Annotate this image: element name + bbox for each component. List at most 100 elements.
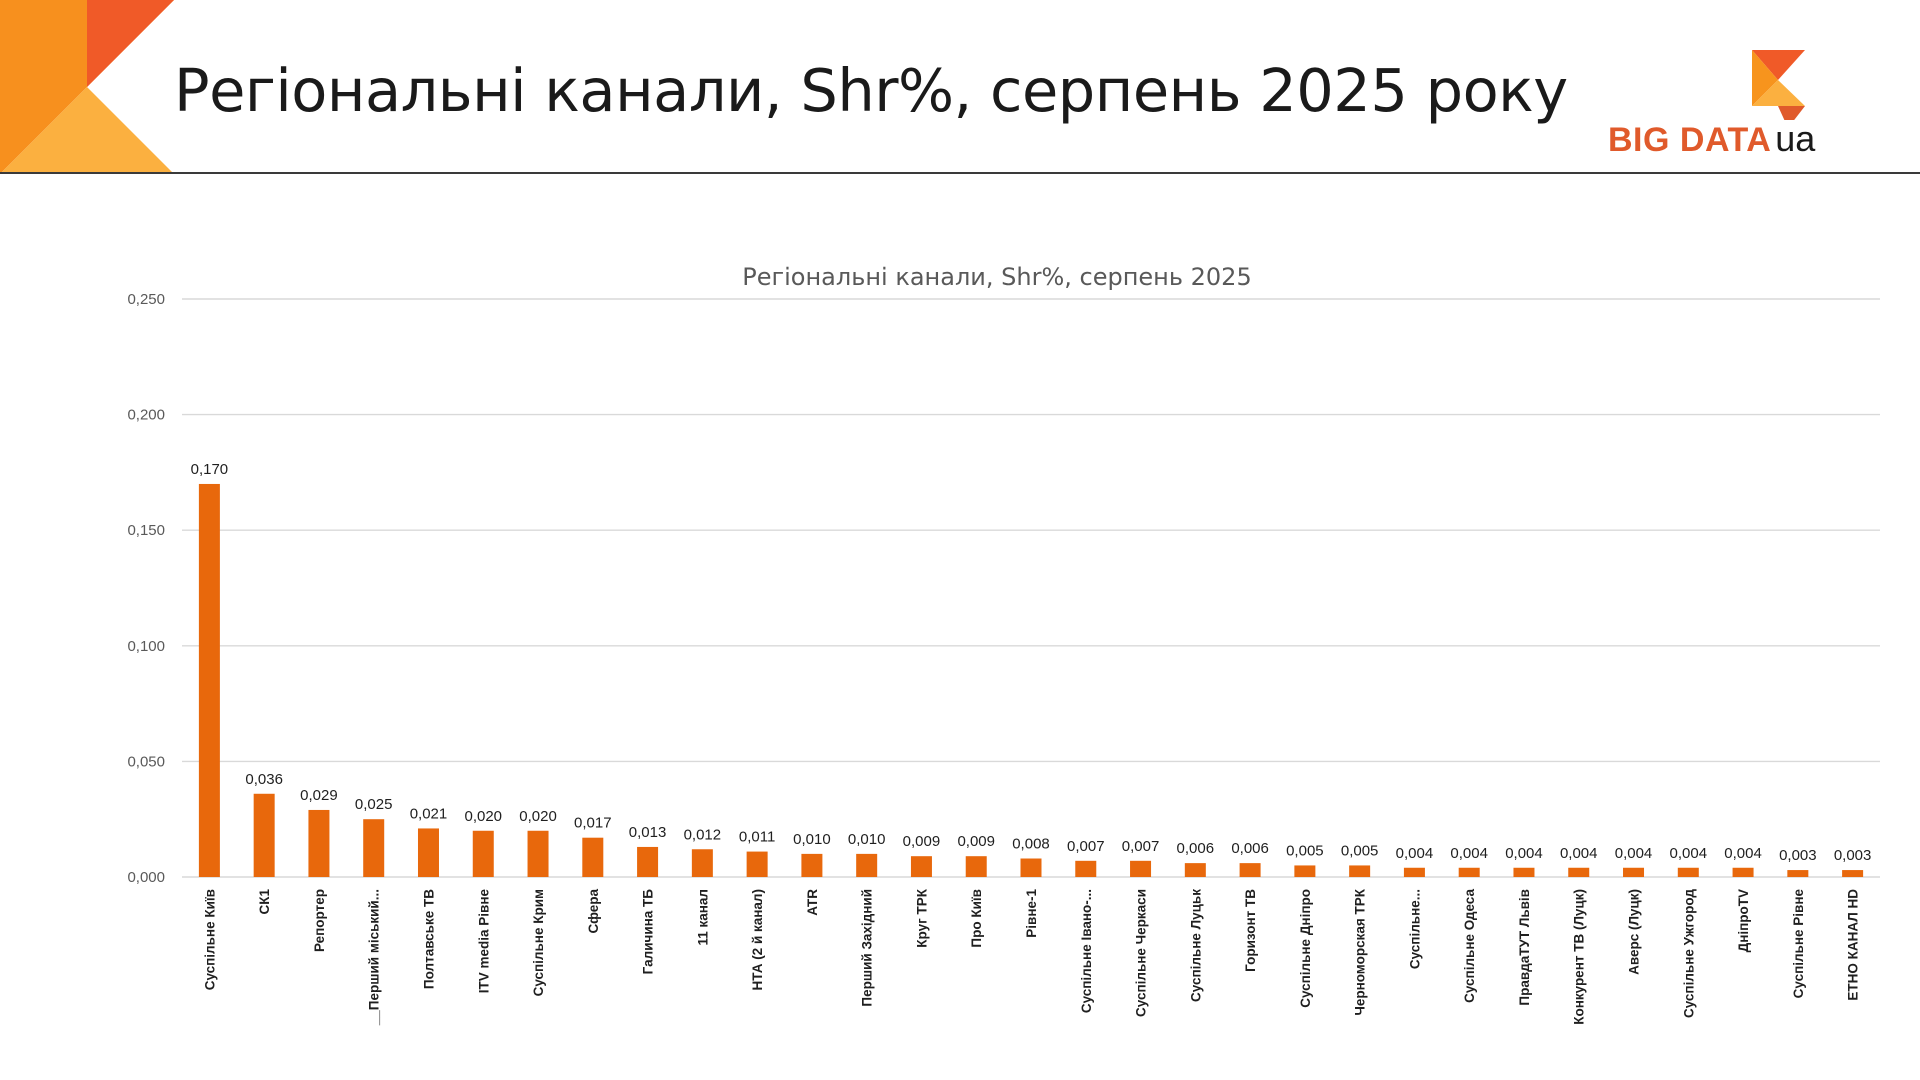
bar xyxy=(1677,867,1699,877)
bar xyxy=(856,853,878,877)
x-tick-label: Суспільне... xyxy=(1407,889,1422,969)
bar xyxy=(637,846,659,877)
bar xyxy=(198,483,220,877)
data-label: 0,004 xyxy=(1724,845,1762,862)
corner-decoration xyxy=(0,0,174,174)
x-tick-label: ПравдаТУТ Львів xyxy=(1517,889,1532,1006)
data-label: 0,021 xyxy=(410,805,448,822)
data-label: 0,005 xyxy=(1286,842,1324,859)
logo-text-suffix: ua xyxy=(1775,118,1816,159)
logo-text-main: BIG DATA xyxy=(1608,121,1772,159)
data-label: 0,009 xyxy=(903,833,941,850)
chart-grid xyxy=(182,298,1880,878)
x-axis-labels: Суспільне Київ СК1 Репортер __Перший міськи… xyxy=(202,888,1860,1026)
x-tick-label: Горизонт ТВ xyxy=(1243,889,1258,972)
data-labels: 0,170 0,036 0,029 0,025 0,021 0,020 0,020 0,017… xyxy=(191,461,1872,864)
data-label: 0,020 xyxy=(464,808,502,825)
x-tick-label: Про Київ xyxy=(969,889,984,948)
x-tick-label: СК1 xyxy=(257,889,272,915)
data-label: 0,004 xyxy=(1396,845,1434,862)
bar xyxy=(1020,858,1042,877)
data-label: 0,025 xyxy=(355,796,393,813)
bar xyxy=(746,851,768,877)
bar xyxy=(910,856,932,877)
bar xyxy=(1623,867,1645,877)
y-tick-label: 0,150 xyxy=(127,522,165,539)
x-tick-label: Аверс (Луцк) xyxy=(1627,889,1642,975)
x-tick-label: НТА (2 й канал) xyxy=(750,889,765,990)
data-label: 0,004 xyxy=(1505,845,1543,862)
y-tick-label: 0,200 xyxy=(127,407,165,424)
bar xyxy=(1184,863,1206,877)
x-tick-label: Галичина ТБ xyxy=(641,889,656,975)
x-tick-label: Конкурент ТВ (Луцк) xyxy=(1572,889,1587,1025)
bar xyxy=(1458,867,1480,877)
x-tick-label: Суспільне Київ xyxy=(202,889,217,990)
data-label: 0,013 xyxy=(629,824,667,841)
bar-series xyxy=(198,483,1864,877)
x-tick-label: Суспільне Дніпро xyxy=(1298,889,1313,1008)
data-label: 0,004 xyxy=(1450,845,1488,862)
x-tick-label: Круг ТРК xyxy=(914,888,929,947)
corner-shape-dark xyxy=(87,0,174,87)
logo-text: BIG DATA ua xyxy=(1608,118,1815,160)
data-label: 0,036 xyxy=(245,771,283,788)
x-tick-label: Репортер xyxy=(312,889,327,952)
bar xyxy=(1403,867,1425,877)
bar xyxy=(1294,865,1316,877)
data-label: 0,029 xyxy=(300,787,338,804)
bar xyxy=(1513,867,1535,877)
data-label: 0,017 xyxy=(574,815,612,832)
data-label: 0,009 xyxy=(957,833,995,850)
bar xyxy=(253,793,275,877)
bar xyxy=(691,849,713,877)
x-tick-label: Суспільне Черкаси xyxy=(1134,889,1149,1017)
x-tick-label: __Перший міський... xyxy=(367,889,382,1026)
data-label: 0,170 xyxy=(191,461,229,478)
x-tick-label: Черноморская ТРК xyxy=(1353,888,1368,1015)
bar xyxy=(472,830,494,877)
bar xyxy=(1349,865,1371,877)
data-label: 0,008 xyxy=(1012,836,1050,853)
data-label: 0,004 xyxy=(1670,845,1708,862)
data-label: 0,012 xyxy=(684,826,722,843)
bar xyxy=(1842,870,1864,877)
data-label: 0,004 xyxy=(1615,845,1653,862)
x-tick-label: Суспільне Одеса xyxy=(1462,889,1477,1003)
bar xyxy=(308,809,330,877)
data-label: 0,003 xyxy=(1779,847,1817,864)
data-label: 0,006 xyxy=(1177,840,1215,857)
x-tick-label: Суспільне Рівне xyxy=(1791,889,1806,999)
page-title: Регіональні канали, Shr%, серпень 2025 р… xyxy=(174,56,1568,125)
data-label: 0,007 xyxy=(1067,838,1105,855)
bar xyxy=(801,853,823,877)
logo-mark-icon xyxy=(1752,50,1805,120)
chart-title: Регіональні канали, Shr%, серпень 2025 xyxy=(742,263,1251,291)
data-label: 0,010 xyxy=(848,831,886,848)
data-label: 0,006 xyxy=(1231,840,1269,857)
x-tick-label: Суспільне Крим xyxy=(531,889,546,996)
data-label: 0,005 xyxy=(1341,842,1379,859)
x-tick-label: ATR xyxy=(805,889,820,916)
x-tick-label: Суспільне Луцьк xyxy=(1188,889,1203,1002)
corner-shape-light xyxy=(0,87,174,174)
bar xyxy=(527,830,549,877)
x-tick-label: 11 канал xyxy=(695,889,710,946)
x-tick-label: Сфера xyxy=(586,889,601,934)
header-divider xyxy=(0,172,1920,174)
bar xyxy=(1239,863,1261,877)
y-tick-label: 0,100 xyxy=(127,638,165,655)
brand-logo: BIG DATA ua xyxy=(1600,40,1840,165)
x-tick-label: Полтавське ТВ xyxy=(421,889,436,989)
data-label: 0,003 xyxy=(1834,847,1872,864)
bar xyxy=(1787,870,1809,877)
y-tick-label: 0,000 xyxy=(127,869,165,886)
x-tick-label: ДніпроTV xyxy=(1736,889,1751,952)
bar xyxy=(1075,860,1097,877)
data-label: 0,011 xyxy=(739,829,775,846)
bar xyxy=(1130,860,1152,877)
y-axis: 0,000 0,050 0,100 0,150 0,200 0,250 xyxy=(127,291,165,886)
bar xyxy=(965,856,987,877)
bar xyxy=(1568,867,1590,877)
x-tick-label: Рівне-1 xyxy=(1024,889,1039,938)
